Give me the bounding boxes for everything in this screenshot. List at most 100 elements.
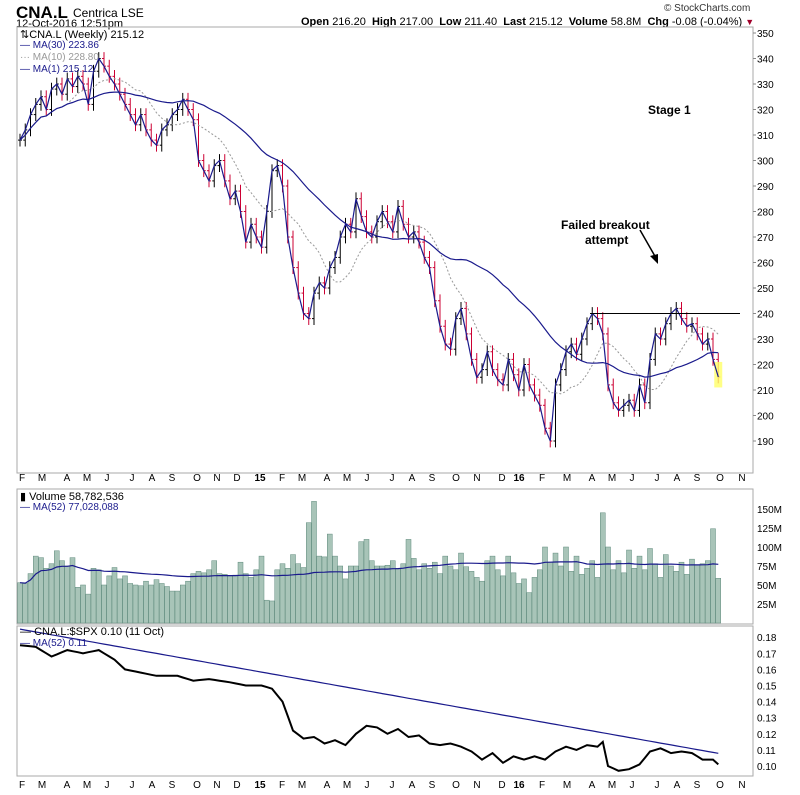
price-tick-label: 280: [757, 208, 774, 219]
volume-bar: [227, 575, 233, 624]
volume-bar: [237, 561, 244, 624]
volume-bar: [610, 569, 616, 624]
volume-icon: ▮: [20, 491, 27, 503]
x-tick-label: O: [716, 780, 724, 791]
x-tick-label: A: [589, 780, 596, 791]
ma1-line: [19, 57, 719, 442]
x-tick-label: O: [193, 780, 201, 791]
volume-bar: [605, 546, 611, 624]
volume-bar: [180, 584, 186, 624]
x-tick-label: 15: [254, 473, 266, 484]
volume-bar: [579, 574, 585, 624]
volume-bar: [17, 582, 23, 624]
x-tick-label: A: [149, 780, 156, 791]
x-tick-label: 16: [513, 473, 525, 484]
x-tick-label: D: [233, 473, 240, 484]
x-tick-label: M: [563, 780, 571, 791]
x-tick-label: J: [655, 780, 660, 791]
x-tick-label: D: [498, 473, 505, 484]
price-panel: [16, 26, 754, 474]
x-tick-label: M: [563, 473, 571, 484]
x-tick-label: 15: [254, 780, 266, 791]
volume-bar: [442, 555, 448, 624]
volume-bar: [332, 555, 338, 624]
x-tick-label: N: [738, 780, 745, 791]
volume-tick-label: 75M: [757, 562, 776, 573]
volume-bar: [285, 568, 291, 624]
volume-bar: [248, 577, 254, 624]
x-tick-label: A: [149, 473, 156, 484]
volume-bar: [295, 563, 301, 624]
failed-breakout-line1: Failed breakout: [561, 218, 650, 232]
arrow-head-icon: [650, 254, 658, 264]
price-bar: [705, 332, 710, 351]
x-tick-label: S: [429, 473, 436, 484]
x-tick-label: J: [630, 473, 635, 484]
x-tick-label: N: [213, 473, 220, 484]
volume-bar: [558, 565, 564, 624]
price-bar: [495, 363, 500, 387]
volume-bar: [600, 512, 606, 624]
volume-bar: [90, 568, 97, 624]
volume-bar: [479, 580, 485, 624]
volume-bar: [563, 546, 569, 624]
x-tick-label: J: [105, 473, 110, 484]
volume-bar: [64, 565, 70, 624]
price-bar: [621, 398, 626, 417]
volume-bar: [678, 561, 685, 624]
volume-bar: [311, 501, 317, 624]
volume-bar: [432, 561, 438, 624]
ratio-tick-label: 0.11: [757, 746, 776, 757]
volume-bar: [526, 592, 532, 624]
price-tick-label: 240: [757, 310, 774, 321]
x-tick-label: M: [83, 473, 91, 484]
failed-breakout-line2: attempt: [585, 233, 629, 247]
volume-bar: [463, 566, 469, 624]
volume-bar: [33, 555, 39, 624]
volume-bar: [232, 574, 238, 624]
price-bar: [180, 92, 185, 116]
price-tick-label: 330: [757, 80, 774, 91]
price-bar: [590, 307, 595, 331]
ratio-panel: [16, 625, 754, 777]
volume-bar: [594, 577, 601, 624]
volume-bar: [584, 568, 590, 624]
symbol: CNA.L: [16, 3, 68, 22]
x-tick-label: F: [539, 780, 545, 791]
volume-bar: [59, 560, 65, 624]
volume-bar: [647, 548, 653, 624]
volume-bar: [411, 558, 417, 624]
price-bar: [228, 174, 232, 206]
ratio-tick-label: 0.18: [757, 633, 777, 644]
volume-bar: [185, 580, 191, 624]
volume-bar: [694, 564, 700, 624]
volume-bar: [537, 569, 543, 624]
price-tick-label: 260: [757, 259, 774, 270]
volume-bar: [258, 555, 265, 624]
x-tick-label: M: [608, 780, 616, 791]
volume-bar: [405, 539, 412, 624]
ratio-tick-label: 0.13: [757, 714, 777, 725]
volume-bar: [363, 539, 370, 624]
ma10-line: [19, 78, 719, 395]
volume-bar: [642, 569, 648, 624]
x-tick-label: O: [452, 780, 460, 791]
volume-tick-label: 25M: [757, 600, 776, 611]
volume-bar: [657, 577, 664, 624]
volume-tick-label: 50M: [757, 581, 776, 592]
x-tick-label: J: [390, 473, 395, 484]
volume-bar: [48, 563, 55, 624]
volume-bar: [69, 557, 76, 624]
x-tick-label: M: [298, 780, 306, 791]
volume-bar: [531, 577, 538, 624]
volume-bar: [358, 541, 364, 624]
x-tick-label: F: [19, 473, 25, 484]
volume-bar: [353, 565, 359, 624]
price-bar: [149, 123, 154, 147]
volume-bar: [138, 585, 144, 624]
volume-bar: [143, 580, 149, 624]
x-tick-label: S: [169, 473, 176, 484]
volume-bar: [516, 583, 522, 624]
x-tick-label: M: [608, 473, 616, 484]
